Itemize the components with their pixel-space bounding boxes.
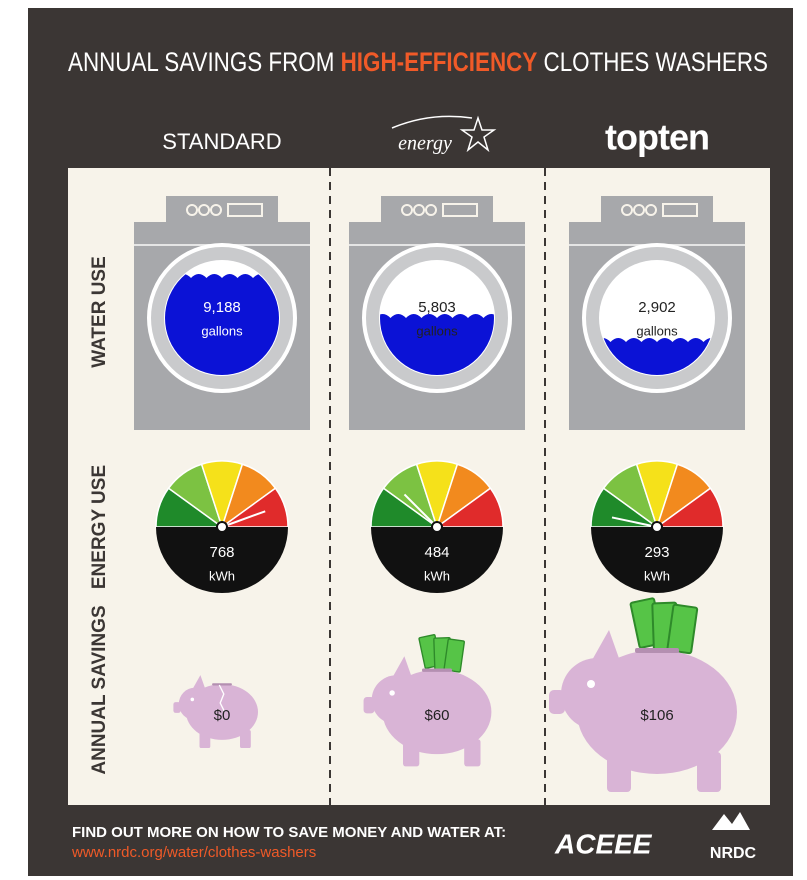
pig-head — [372, 675, 421, 724]
coin-slot — [422, 668, 452, 671]
gauge-hub — [432, 522, 442, 532]
energy-value: 293 — [644, 544, 669, 561]
energy-unit: kWh — [209, 568, 235, 583]
column-label: STANDARD — [162, 129, 281, 154]
energy-value: 484 — [424, 544, 449, 561]
pig-head — [561, 658, 633, 730]
energy-unit: kWh — [424, 568, 450, 583]
title-part: CLOTHES WASHERS — [544, 47, 768, 77]
column-label: energy — [398, 133, 452, 155]
infographic: ANNUAL SAVINGS FROM HIGH-EFFICIENCY CLOT… — [0, 0, 807, 880]
title-part: ANNUAL SAVINGS FROM — [68, 47, 334, 77]
pig-leg — [240, 730, 251, 748]
footer-link[interactable]: www.nrdc.org/water/clothes-washers — [71, 844, 316, 861]
pig-leg — [607, 752, 631, 792]
pig-leg — [464, 739, 480, 766]
row-label: WATER USE — [89, 256, 110, 368]
pig-leg — [697, 752, 721, 792]
pig-snout — [173, 702, 180, 713]
column-label: topten — [605, 117, 709, 158]
title: ANNUAL SAVINGS FROM HIGH-EFFICIENCY CLOT… — [68, 47, 768, 77]
coin-slot — [212, 683, 232, 685]
water-value: 2,902 — [638, 299, 676, 316]
row-label: ANNUAL SAVINGS — [89, 605, 110, 774]
water-value: 9,188 — [203, 299, 241, 316]
savings-value: $60 — [424, 707, 449, 724]
water-value: 5,803 — [418, 299, 456, 316]
water-unit: gallons — [416, 323, 458, 338]
pig-leg — [403, 739, 419, 766]
pig-snout — [364, 697, 375, 713]
pig-snout — [549, 690, 565, 714]
pig-eye — [587, 680, 595, 688]
pig-head — [179, 688, 211, 720]
gauge-hub — [217, 522, 227, 532]
coin-slot — [635, 648, 679, 653]
pig-eye — [389, 690, 394, 695]
savings-value: $0 — [214, 707, 231, 724]
footer-text: FIND OUT MORE ON HOW TO SAVE MONEY AND W… — [72, 824, 506, 841]
title-highlight: HIGH-EFFICIENCY — [341, 47, 538, 77]
money — [444, 639, 465, 672]
energy-unit: kWh — [644, 568, 670, 583]
pig-leg — [200, 730, 211, 748]
water-unit: gallons — [636, 323, 678, 338]
page: {"header": {"title": ["ANNUAL SAVINGS FR… — [0, 0, 807, 880]
nrdc-logo: NRDC — [710, 845, 757, 862]
pig-eye — [191, 698, 195, 702]
aceee-logo: ACEEE — [554, 828, 653, 859]
money — [667, 605, 697, 654]
water-unit: gallons — [201, 323, 243, 338]
gauge-hub — [652, 522, 662, 532]
row-label: ENERGY USE — [89, 465, 110, 589]
energy-value: 768 — [209, 544, 234, 561]
savings-value: $106 — [640, 707, 673, 724]
